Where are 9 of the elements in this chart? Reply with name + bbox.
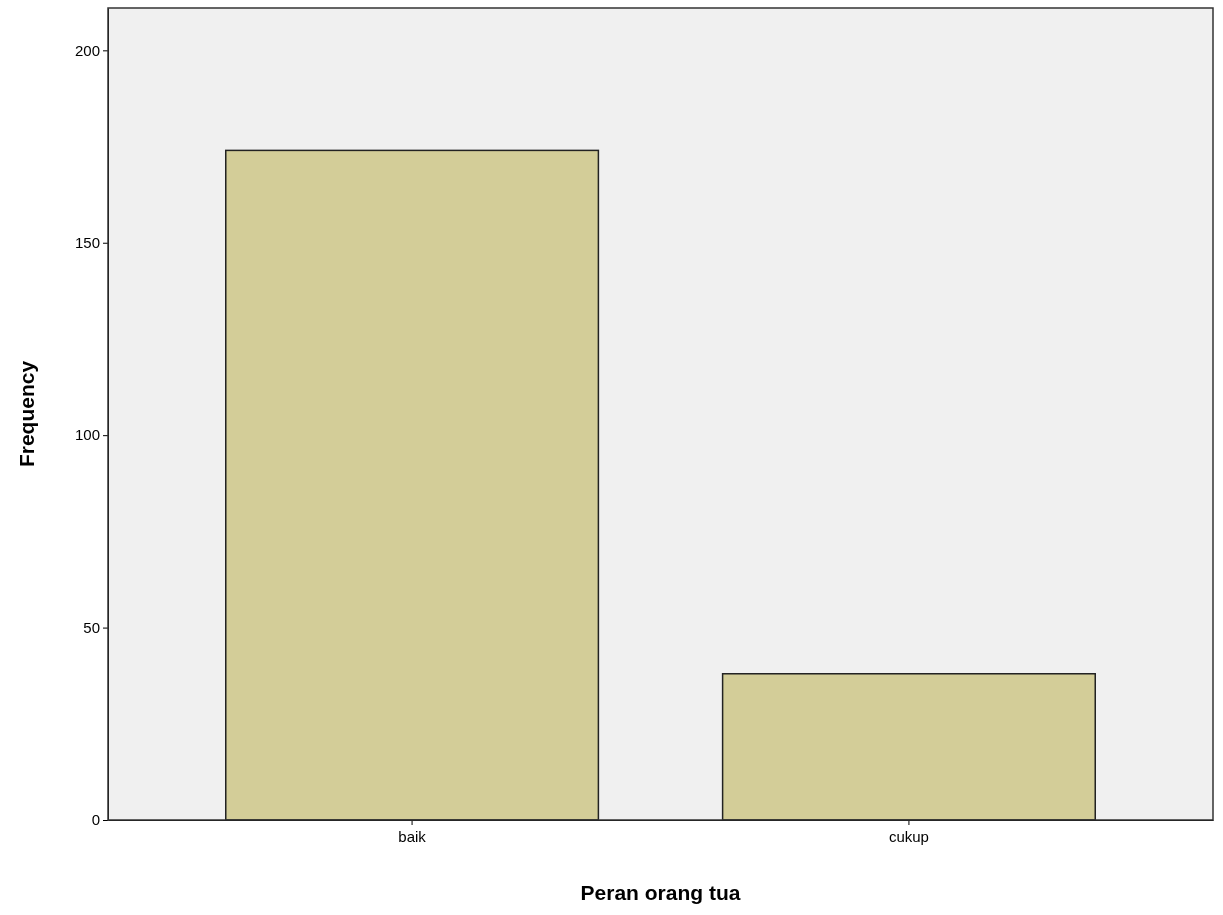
x-axis-title: Peran orang tua (580, 881, 741, 904)
y-tick-label: 50 (83, 618, 100, 636)
y-tick-label: 200 (74, 41, 100, 59)
y-tick-label: 150 (74, 234, 100, 252)
y-tick-label: 100 (74, 426, 100, 444)
y-tick-label: 0 (91, 811, 100, 829)
y-axis-title: Frequency (15, 360, 38, 468)
x-tick-label: baik (398, 827, 427, 845)
x-tick-label: cukup (888, 827, 929, 845)
